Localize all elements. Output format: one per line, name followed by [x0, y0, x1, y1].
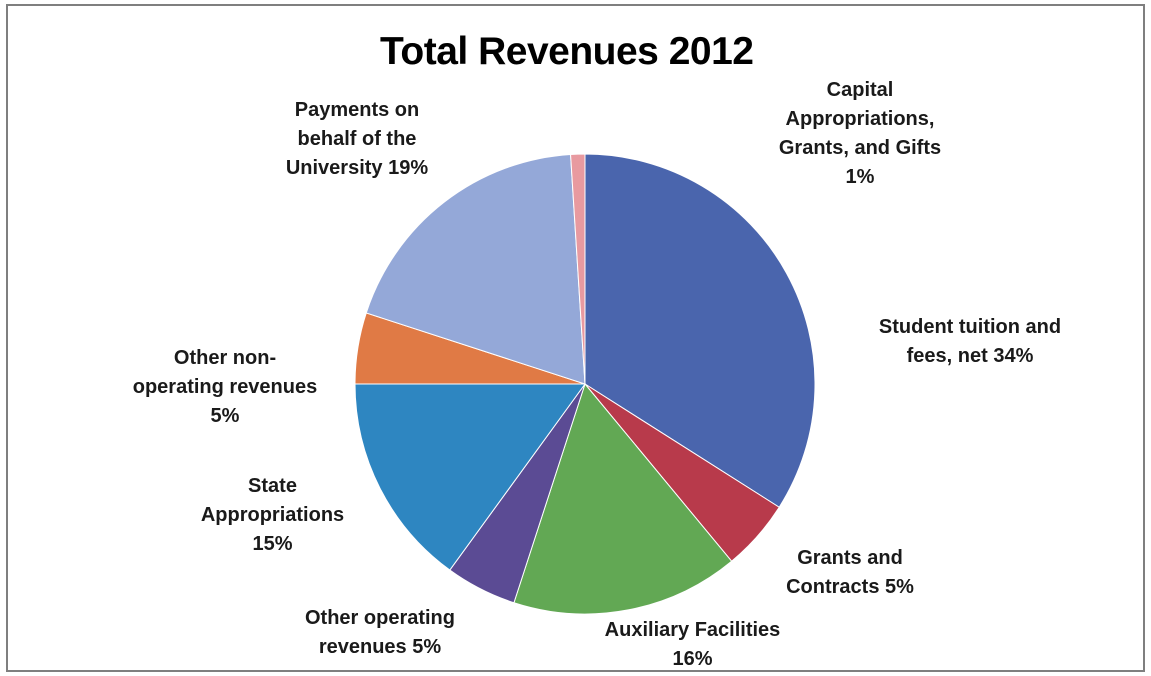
slice-student-tuition	[584, 153, 816, 508]
pie-slices	[354, 153, 816, 615]
label-grants-contracts: Grants and Contracts 5%	[786, 547, 914, 598]
label-student-tuition: Student tuition and fees, net 34%	[878, 316, 1062, 367]
slice-payments-on-behalf	[365, 153, 586, 385]
slice-state-appropriations	[354, 383, 586, 571]
label-other-operating: Other operating revenues 5%	[304, 607, 455, 658]
label-other-nonoperating: Other non- operating revenues 5%	[132, 347, 318, 427]
slice-capital-appropriations	[570, 153, 586, 385]
label-state-appropriations: State Appropriations 15%	[200, 475, 345, 555]
slice-auxiliary-facilities	[513, 382, 733, 615]
label-capital-appropriations: Capital Appropriations, Grants, and Gift…	[778, 79, 942, 188]
chart-title: Total Revenues 2012	[380, 30, 754, 73]
label-auxiliary-facilities: Auxiliary Facilities 16%	[604, 619, 781, 670]
label-payments-on-behalf: Payments on behalf of the University 19%	[285, 99, 429, 179]
